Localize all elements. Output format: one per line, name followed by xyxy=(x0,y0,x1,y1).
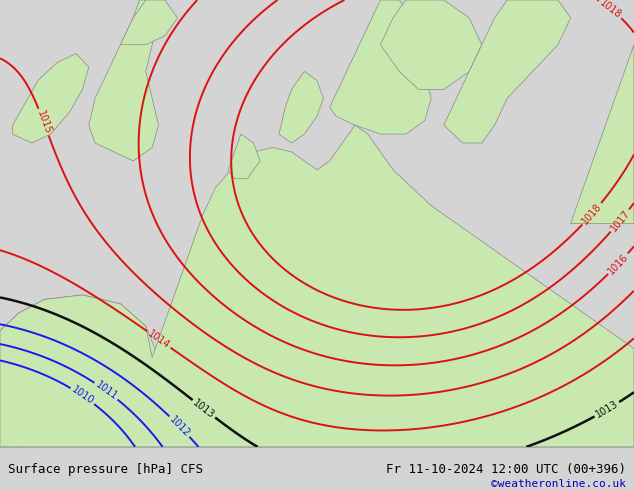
Text: 1011: 1011 xyxy=(93,380,119,402)
Text: 1016: 1016 xyxy=(606,251,630,276)
Polygon shape xyxy=(0,125,634,447)
Text: 1018: 1018 xyxy=(598,0,623,21)
Polygon shape xyxy=(13,53,89,143)
Polygon shape xyxy=(571,45,634,223)
Text: 1013: 1013 xyxy=(191,397,217,420)
Polygon shape xyxy=(120,0,178,45)
Polygon shape xyxy=(0,295,158,447)
Polygon shape xyxy=(380,0,482,89)
Text: Surface pressure [hPa] CFS: Surface pressure [hPa] CFS xyxy=(8,463,203,476)
Text: 1018: 1018 xyxy=(580,201,604,226)
Polygon shape xyxy=(444,0,571,143)
Text: 1013: 1013 xyxy=(594,399,620,420)
Polygon shape xyxy=(279,72,323,143)
Polygon shape xyxy=(330,0,431,134)
Text: 1014: 1014 xyxy=(146,328,172,350)
Polygon shape xyxy=(89,0,158,161)
Text: Fr 11-10-2024 12:00 UTC (00+396): Fr 11-10-2024 12:00 UTC (00+396) xyxy=(386,463,626,476)
Text: 1017: 1017 xyxy=(609,208,631,233)
Polygon shape xyxy=(228,134,260,179)
Text: 1010: 1010 xyxy=(70,385,96,407)
Text: 1015: 1015 xyxy=(35,109,53,135)
Text: ©weatheronline.co.uk: ©weatheronline.co.uk xyxy=(491,479,626,489)
Text: 1012: 1012 xyxy=(167,414,191,439)
